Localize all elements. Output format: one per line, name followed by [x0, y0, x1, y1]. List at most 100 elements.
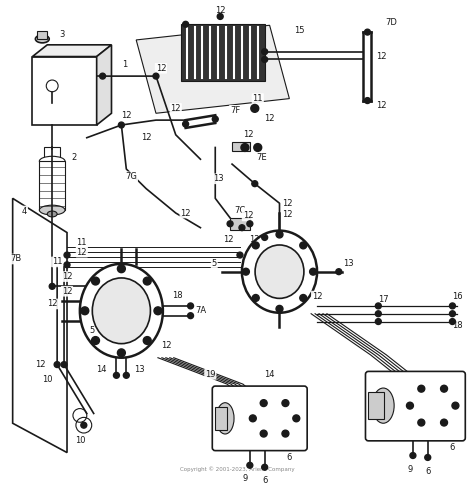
- Circle shape: [249, 415, 256, 422]
- Circle shape: [276, 231, 283, 238]
- Text: 7C: 7C: [234, 205, 246, 215]
- Ellipse shape: [39, 205, 65, 215]
- Circle shape: [365, 29, 370, 35]
- Circle shape: [217, 14, 223, 20]
- Circle shape: [418, 386, 425, 392]
- Circle shape: [239, 225, 245, 231]
- Text: 12: 12: [121, 111, 132, 120]
- Polygon shape: [32, 45, 111, 57]
- Circle shape: [449, 319, 456, 325]
- Circle shape: [64, 262, 70, 268]
- Circle shape: [91, 337, 100, 345]
- Text: 12: 12: [181, 208, 191, 218]
- Bar: [230, 218, 250, 230]
- Circle shape: [118, 122, 124, 128]
- Circle shape: [64, 252, 70, 258]
- Text: 19: 19: [205, 370, 216, 379]
- Circle shape: [252, 242, 259, 249]
- Circle shape: [54, 362, 60, 367]
- Text: 6: 6: [425, 467, 430, 476]
- Text: 7G: 7G: [125, 172, 137, 182]
- Circle shape: [212, 116, 218, 122]
- Circle shape: [441, 386, 447, 392]
- Text: 12: 12: [376, 101, 386, 110]
- Text: 4: 4: [22, 206, 27, 216]
- Circle shape: [61, 362, 67, 367]
- Circle shape: [418, 419, 425, 426]
- Circle shape: [407, 402, 413, 409]
- Text: 11: 11: [77, 238, 87, 247]
- Bar: [181, 24, 264, 81]
- Text: 7F: 7F: [230, 106, 240, 115]
- Circle shape: [81, 307, 89, 315]
- Text: 12: 12: [35, 360, 46, 369]
- Text: Copyright © 2001-2023, Ariens Company: Copyright © 2001-2023, Ariens Company: [180, 467, 294, 472]
- Circle shape: [227, 221, 233, 227]
- Circle shape: [262, 57, 268, 62]
- Circle shape: [410, 452, 416, 458]
- Circle shape: [188, 313, 193, 319]
- Text: 12: 12: [249, 235, 260, 244]
- Text: 13: 13: [134, 365, 145, 374]
- Circle shape: [449, 303, 456, 309]
- Circle shape: [276, 305, 283, 312]
- Circle shape: [441, 419, 447, 426]
- Circle shape: [118, 349, 125, 357]
- Text: 5: 5: [212, 259, 217, 268]
- Circle shape: [254, 143, 262, 151]
- Circle shape: [365, 98, 370, 103]
- Text: 13: 13: [343, 259, 354, 268]
- Circle shape: [336, 269, 342, 275]
- Text: 12: 12: [47, 300, 57, 308]
- Circle shape: [375, 319, 381, 325]
- Text: 18: 18: [173, 291, 183, 300]
- Ellipse shape: [92, 278, 150, 344]
- Text: 12: 12: [263, 254, 273, 264]
- Circle shape: [260, 430, 267, 437]
- Text: 11: 11: [52, 257, 63, 266]
- Text: 12: 12: [62, 272, 72, 281]
- Text: 10: 10: [42, 375, 53, 384]
- Text: 11: 11: [253, 94, 263, 103]
- Text: 12: 12: [215, 6, 226, 15]
- Text: 3: 3: [59, 30, 65, 39]
- Text: 2: 2: [71, 153, 77, 162]
- Text: 14: 14: [264, 370, 275, 379]
- Circle shape: [300, 295, 307, 302]
- Circle shape: [282, 400, 289, 407]
- Circle shape: [100, 73, 106, 79]
- Circle shape: [153, 73, 159, 79]
- Circle shape: [251, 104, 259, 112]
- Text: 9: 9: [242, 474, 247, 484]
- Text: 12: 12: [155, 64, 166, 73]
- Circle shape: [118, 265, 125, 273]
- Circle shape: [449, 311, 456, 317]
- Text: 5: 5: [89, 326, 94, 335]
- Text: 17: 17: [378, 295, 389, 304]
- Bar: [39, 161, 65, 210]
- Text: 9: 9: [407, 465, 412, 474]
- Ellipse shape: [80, 264, 163, 358]
- Text: 12: 12: [282, 210, 292, 220]
- Bar: [215, 407, 227, 430]
- Ellipse shape: [39, 156, 65, 166]
- FancyBboxPatch shape: [365, 371, 465, 441]
- Text: 12: 12: [282, 199, 292, 208]
- Text: 6: 6: [287, 453, 292, 462]
- Circle shape: [425, 454, 431, 460]
- Circle shape: [252, 295, 259, 302]
- Text: 7D: 7D: [385, 18, 397, 27]
- Circle shape: [123, 372, 129, 378]
- Bar: [232, 142, 250, 151]
- Circle shape: [237, 252, 243, 258]
- Ellipse shape: [242, 231, 317, 313]
- Text: 12: 12: [223, 235, 233, 244]
- Circle shape: [260, 400, 267, 407]
- Circle shape: [182, 121, 189, 127]
- Circle shape: [282, 430, 289, 437]
- Ellipse shape: [36, 35, 49, 43]
- Circle shape: [49, 284, 55, 289]
- Circle shape: [375, 303, 381, 309]
- Circle shape: [262, 235, 268, 241]
- Text: 12: 12: [376, 52, 386, 61]
